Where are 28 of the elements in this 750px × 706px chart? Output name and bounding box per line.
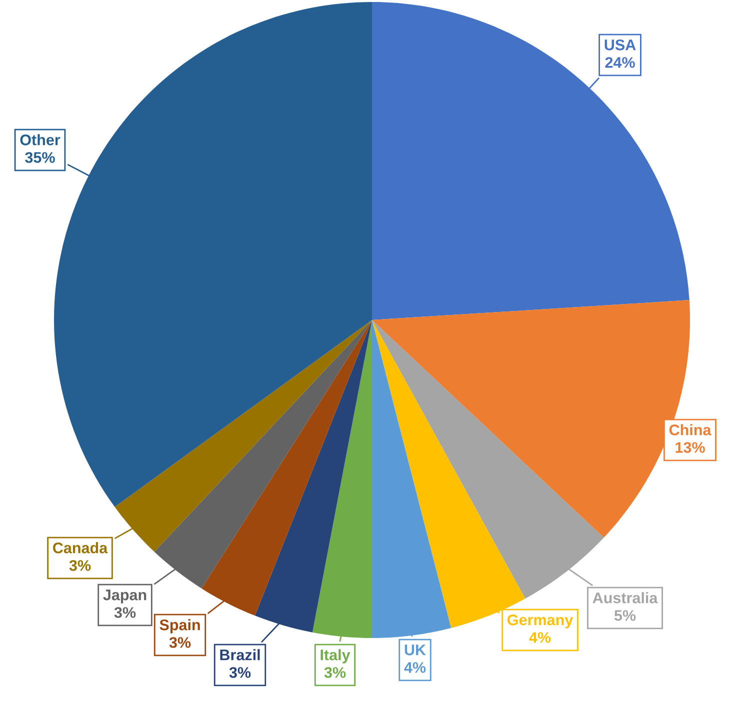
slice-label: Canada [53, 542, 108, 554]
slice-label: USA [604, 40, 636, 50]
data-label: 3% [169, 637, 191, 648]
slice-label: Other [20, 134, 60, 146]
data-label: 4% [404, 662, 426, 673]
pie-slice [312, 320, 372, 638]
data-label: 3% [324, 667, 346, 678]
data-label: 13% [676, 442, 705, 453]
slice-label: Brazil [220, 649, 260, 660]
data-label: 4% [529, 632, 551, 643]
slice-label: China [669, 424, 712, 436]
pie-slice [372, 320, 452, 638]
pie-slice [114, 320, 372, 552]
pie-slice [154, 320, 372, 588]
data-label: 3% [229, 667, 251, 678]
pie-slice [202, 320, 372, 616]
pie-slice [372, 2, 690, 320]
data-label: 3% [114, 607, 136, 618]
data-label: 35% [25, 152, 55, 163]
data-label: 3% [69, 560, 91, 571]
slice-label: UK [404, 644, 426, 656]
slice-label: Germany [508, 614, 574, 628]
slice-label: Australia [592, 592, 658, 604]
data-label: 24% [605, 57, 635, 68]
slice-label: Italy [320, 649, 350, 664]
slice-label: Japan [103, 590, 146, 604]
slice-label: Spain [160, 619, 200, 634]
data-label: 5% [614, 610, 636, 621]
